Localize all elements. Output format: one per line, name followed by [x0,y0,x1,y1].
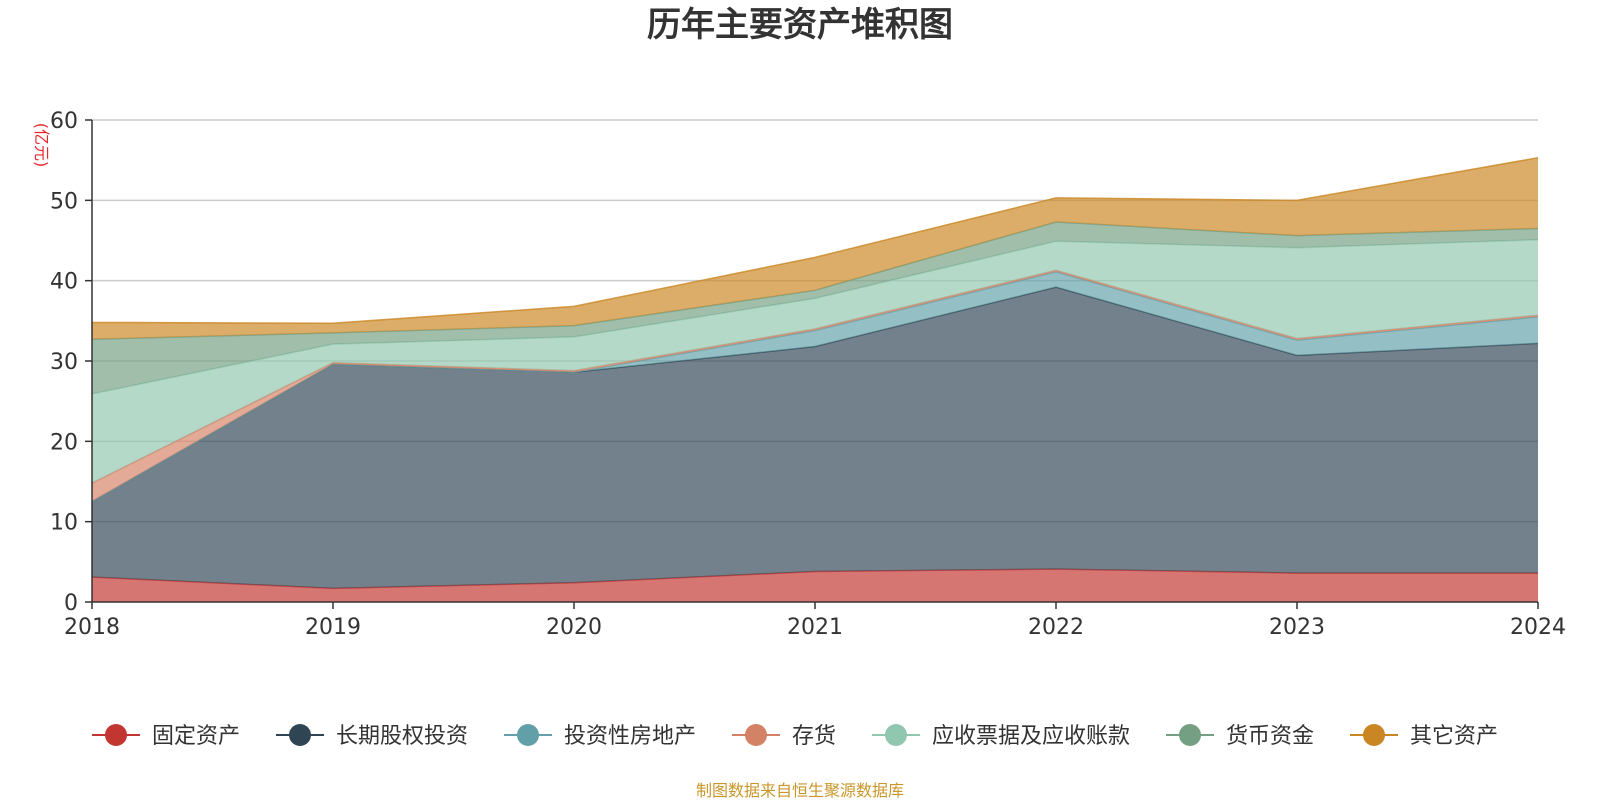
area-series-5 [92,222,1538,394]
legend-item-1[interactable]: 长期股权投资 [276,724,468,749]
legend-label: 投资性房地产 [564,724,696,749]
area-series-1 [92,287,1538,589]
x-tick-label: 2019 [305,615,361,640]
x-tick-label: 2022 [1028,615,1084,640]
legend-marker [105,724,127,746]
y-tick-label: 20 [50,430,78,455]
legend-marker [885,724,907,746]
legend-marker [745,724,767,746]
legend-label: 货币资金 [1226,724,1314,749]
legend-label: 其它资产 [1410,724,1498,749]
legend-item-2[interactable]: 投资性房地产 [504,724,696,749]
legend-item-5[interactable]: 货币资金 [1166,724,1314,749]
chart-title: 历年主要资产堆积图 [647,5,953,45]
area-series-0 [92,569,1538,602]
source-note: 制图数据来自恒生聚源数据库 [696,781,904,800]
y-tick-label: 30 [50,350,78,375]
x-tick-label: 2023 [1269,615,1325,640]
legend-marker [1179,724,1201,746]
y-tick-label: 0 [64,591,78,616]
legend[interactable]: 固定资产 长期股权投资 投资性房地产 存货 应收票据及应收账款 货币资金 其它资产 [92,724,1498,749]
legend-item-6[interactable]: 其它资产 [1350,724,1498,749]
legend-marker [289,724,311,746]
legend-label: 固定资产 [152,724,240,749]
legend-marker [1363,724,1385,746]
legend-item-3[interactable]: 存货 [732,724,836,749]
y-tick-label: 10 [50,511,78,536]
legend-marker [517,724,539,746]
series-line-6 [91,157,1539,324]
y-tick-label: 60 [50,109,78,134]
y-axis-unit-label: (亿元) [32,123,51,168]
legend-item-4[interactable]: 应收票据及应收账款 [872,724,1130,749]
y-tick-label: 50 [50,189,78,214]
x-tick-label: 2018 [64,615,120,640]
legend-item-0[interactable]: 固定资产 [92,724,240,749]
x-tick-label: 2024 [1510,615,1566,640]
legend-label: 长期股权投资 [336,724,468,749]
x-tick-label: 2020 [546,615,602,640]
y-tick-label: 40 [50,270,78,295]
x-tick-label: 2021 [787,615,843,640]
area-series-6 [92,157,1538,340]
series-line-3 [91,269,1539,484]
legend-label: 存货 [792,724,836,749]
axes: 0 10 20 30 40 50 60 2018 2019 2020 2021 2022 2023 202… [50,109,1566,640]
legend-label: 应收票据及应收账款 [932,724,1130,749]
area-series-4 [92,239,1538,484]
area-series-layer [91,157,1539,602]
